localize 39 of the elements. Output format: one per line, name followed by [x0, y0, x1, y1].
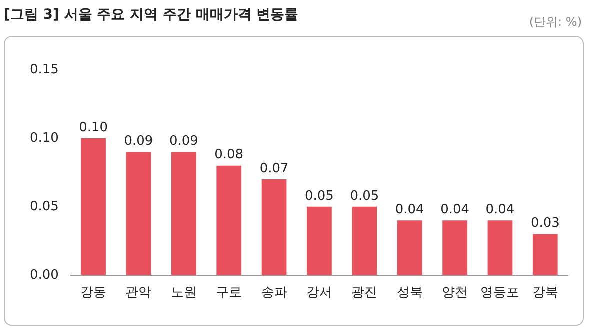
bar [488, 220, 513, 276]
data-label: 0.04 [440, 202, 470, 218]
x-tick-label: 성북 [396, 286, 423, 301]
y-tick-label: 0.15 [30, 62, 59, 78]
x-tick-label: 강서 [306, 286, 332, 301]
y-tick-label: 0.10 [30, 130, 59, 146]
x-tick-label: 강동 [80, 286, 107, 301]
bar [171, 152, 196, 276]
x-tick-label: 노원 [170, 286, 197, 301]
data-label: 0.10 [79, 120, 108, 136]
bar [442, 220, 468, 276]
text: (단위: %) [529, 14, 582, 31]
bar [216, 166, 242, 276]
bar [352, 206, 378, 276]
x-tick-label: 송파 [261, 286, 288, 301]
data-label: 0.05 [350, 188, 380, 204]
data-label: 0.09 [169, 134, 198, 150]
chart-title: [그림 3] 서울 주요 지역 주간 매매가격 변동률 [4, 6, 299, 24]
bar [307, 206, 332, 276]
data-label: 0.04 [395, 202, 424, 218]
data-label: 0.03 [530, 216, 560, 232]
data-label: 0.05 [304, 188, 334, 204]
bar [532, 234, 558, 276]
x-tick-label: 관악 [126, 286, 152, 301]
x-tick-label: 영등포 [480, 286, 520, 301]
x-tick-label: 구로 [216, 286, 242, 301]
y-tick-label: 0.05 [30, 199, 59, 214]
data-label: 0.07 [260, 161, 289, 176]
data-label: 0.04 [486, 202, 515, 218]
x-tick-label: 광진 [352, 286, 378, 301]
x-tick-label: 양천 [442, 286, 468, 301]
data-label: 0.09 [124, 134, 154, 150]
bar [262, 180, 287, 276]
bar [81, 138, 106, 276]
bar [126, 152, 152, 276]
x-tick-label: 강북 [532, 286, 558, 301]
bar [397, 220, 422, 276]
y-tick-label: 0.00 [30, 268, 59, 283]
data-label: 0.08 [214, 148, 244, 163]
